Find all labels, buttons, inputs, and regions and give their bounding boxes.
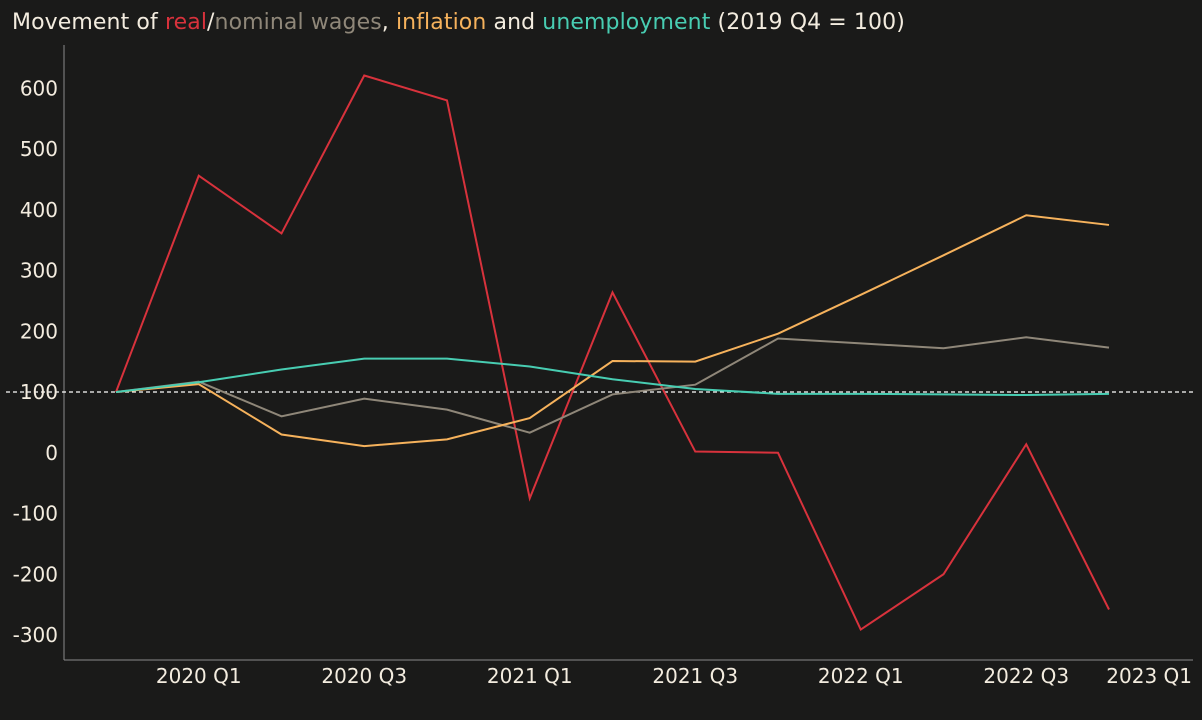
series-line-unemployment bbox=[115, 357, 1110, 397]
series-line-nominal bbox=[115, 336, 1110, 434]
chart-title: Movement of real/nominal wages, inflatio… bbox=[12, 10, 905, 35]
y-tick-label: 300 bbox=[20, 259, 58, 283]
y-tick-label: 100 bbox=[20, 380, 58, 404]
title-unemployment: unemployment bbox=[542, 10, 711, 35]
y-axis-ticks: 600 500 400 300 200 100 0 -100 -200 -300 bbox=[13, 76, 58, 647]
x-tick-label: 2023 Q1 bbox=[1106, 664, 1192, 688]
title-real: real bbox=[164, 10, 208, 35]
title-lead: Movement of bbox=[12, 10, 165, 35]
x-tick-label: 2022 Q1 bbox=[818, 664, 904, 688]
y-tick-label: 400 bbox=[20, 198, 58, 222]
y-tick-label: -100 bbox=[13, 502, 58, 526]
x-tick-label: 2021 Q1 bbox=[487, 664, 573, 688]
x-tick-label: 2021 Q3 bbox=[652, 664, 738, 688]
y-tick-label: 200 bbox=[20, 319, 58, 343]
title-and: and bbox=[486, 10, 543, 35]
series-line-real bbox=[115, 74, 1110, 632]
x-axis-ticks: 2020 Q1 2020 Q3 2021 Q1 2021 Q3 2022 Q1 2022 … bbox=[156, 664, 1192, 688]
title-inflation: inflation bbox=[395, 10, 487, 35]
series-group bbox=[115, 74, 1110, 632]
x-tick-label: 2020 Q1 bbox=[156, 664, 242, 688]
axes bbox=[63, 45, 1193, 661]
x-tick-label: 2020 Q3 bbox=[321, 664, 407, 688]
title-tail: (2019 Q4 = 100) bbox=[710, 10, 905, 35]
y-tick-label: 600 bbox=[20, 76, 58, 100]
y-tick-label: -200 bbox=[13, 562, 58, 586]
title-slash: / bbox=[207, 10, 215, 35]
y-tick-label: 500 bbox=[20, 137, 58, 161]
title-comma: , bbox=[381, 10, 396, 35]
y-tick-label: 0 bbox=[45, 441, 58, 465]
series-line-inflation bbox=[115, 214, 1110, 448]
title-nominal: nominal wages bbox=[214, 10, 382, 35]
y-tick-label: -300 bbox=[13, 623, 58, 647]
x-tick-label: 2022 Q3 bbox=[983, 664, 1069, 688]
